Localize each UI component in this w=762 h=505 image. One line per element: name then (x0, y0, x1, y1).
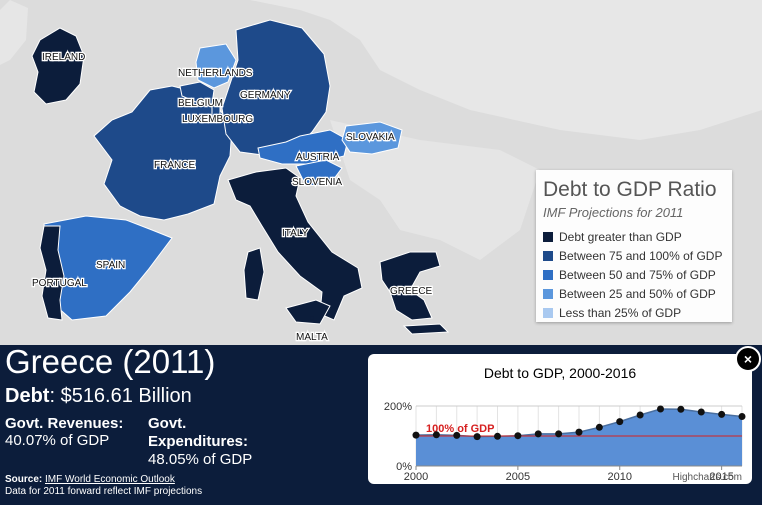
label-austria: AUSTRIA (296, 152, 340, 163)
legend-subtitle: IMF Projections for 2011 (543, 205, 684, 220)
close-icon: × (743, 351, 753, 367)
expenditures-value: 48.05% of GDP (148, 451, 253, 468)
data-point (718, 410, 726, 418)
data-point (555, 430, 563, 438)
label-malta: MALTA (296, 332, 328, 343)
expenditures-label: Govt. Expenditures: (148, 415, 249, 450)
country-netherlands[interactable] (195, 43, 237, 89)
data-point (697, 408, 705, 416)
label-ireland: IRELAND (42, 52, 85, 63)
country-austria[interactable] (257, 129, 349, 165)
data-point (575, 428, 583, 436)
projection-note: Data for 2011 forward reflect IMF projec… (5, 486, 203, 497)
debt-value: : $516.61 Billion (49, 385, 192, 407)
legend-swatch (543, 269, 553, 280)
legend-item[interactable]: Between 50 and 75% of GDP (543, 265, 722, 284)
data-point (453, 431, 461, 439)
source-label: Source: (5, 474, 43, 485)
country-belgium[interactable] (179, 81, 215, 105)
legend-item-label: Between 75 and 100% of GDP (559, 248, 723, 263)
x-tick-label: 2010 (608, 471, 632, 483)
x-tick-label: 2005 (506, 471, 530, 483)
source-link[interactable]: IMF World Economic Outlook (45, 474, 175, 485)
label-greece: GREECE (390, 286, 433, 297)
label-germany: GERMANY (240, 90, 291, 101)
legend-item[interactable]: Between 25 and 50% of GDP (543, 284, 722, 303)
legend-item-label: Between 25 and 50% of GDP (559, 286, 716, 301)
legend: Debt to GDP Ratio IMF Projections for 20… (536, 170, 732, 322)
uk-land (0, 0, 28, 65)
legend-list: Debt greater than GDP Between 75 and 100… (543, 227, 722, 322)
debt-chart: Debt to GDP, 2000-2016 100% of GDP 0% 200% 2… (368, 354, 752, 484)
y-tick-label: 200% (384, 401, 412, 413)
x-tick-label: 2000 (404, 471, 428, 483)
data-point (432, 431, 440, 439)
legend-swatch (543, 250, 553, 261)
data-point (677, 405, 685, 413)
legend-item-label: Between 50 and 75% of GDP (559, 267, 716, 282)
country-name: Greece (2011) (5, 343, 216, 380)
legend-item[interactable]: Between 75 and 100% of GDP (543, 246, 722, 265)
chart-title: Debt to GDP, 2000-2016 (484, 365, 637, 381)
legend-swatch (543, 307, 553, 318)
revenues-label: Govt. Revenues: (5, 415, 124, 432)
data-point (514, 432, 522, 440)
country-italy[interactable] (227, 167, 363, 321)
country-greece[interactable] (379, 251, 441, 321)
close-button[interactable]: × (735, 346, 761, 372)
label-portugal: PORTUGAL (32, 278, 87, 289)
balkans-land (330, 120, 540, 260)
legend-title: Debt to GDP Ratio (543, 178, 717, 201)
country-info-panel: Greece (2011) Debt: $516.61 Billion Govt… (0, 343, 762, 505)
country-ireland[interactable] (31, 27, 85, 105)
debt-label: Debt (5, 385, 50, 407)
label-spain: SPAIN (96, 260, 125, 271)
label-slovenia: SLOVENIA (292, 177, 342, 188)
data-point (473, 433, 481, 441)
data-point (412, 431, 420, 439)
data-point (534, 430, 542, 438)
source-line: Source: IMF World Economic Outlook (5, 474, 175, 485)
country-sicily[interactable] (285, 299, 331, 325)
legend-swatch (543, 288, 553, 299)
x-tick-label: 2015 (709, 471, 733, 483)
label-slovakia: SLOVAKIA (346, 132, 395, 143)
data-point (657, 405, 664, 413)
country-portugal[interactable] (39, 225, 65, 321)
legend-item-label: Less than 25% of GDP (559, 305, 682, 320)
label-netherlands: NETHERLANDS (178, 68, 253, 79)
debt-chart-svg: Debt to GDP, 2000-2016 100% of GDP 0% 200% 2… (384, 365, 746, 483)
debt-line: Debt: $516.61 Billion (5, 385, 192, 408)
data-point (616, 418, 624, 426)
country-crete[interactable] (402, 323, 450, 335)
legend-item[interactable]: Less than 25% of GDP (543, 303, 722, 322)
label-luxembourg: LUXEMBOURG (182, 114, 253, 125)
plot-line-label: 100% of GDP (426, 423, 494, 435)
data-point (738, 413, 746, 420)
country-luxembourg[interactable] (211, 105, 221, 117)
country-slovenia[interactable] (295, 159, 343, 187)
y-tick-label: 0% (396, 461, 412, 473)
label-france: FRANCE (154, 160, 195, 171)
country-malta[interactable] (310, 316, 314, 320)
chart-credit: Highcharts.com (673, 472, 742, 483)
label-belgium: BELGIUM (178, 98, 223, 109)
country-slovakia[interactable] (341, 121, 403, 155)
label-italy: ITALY (282, 228, 309, 239)
series-area (416, 409, 742, 466)
revenues-value: 40.07% of GDP (5, 432, 110, 449)
land-background (0, 0, 762, 140)
country-sardinia[interactable] (243, 247, 265, 301)
legend-swatch (543, 231, 553, 242)
legend-item[interactable]: Debt greater than GDP (543, 227, 722, 246)
legend-item-label: Debt greater than GDP (559, 229, 682, 244)
data-point (494, 432, 501, 440)
data-point (636, 411, 644, 419)
data-point (595, 423, 603, 431)
